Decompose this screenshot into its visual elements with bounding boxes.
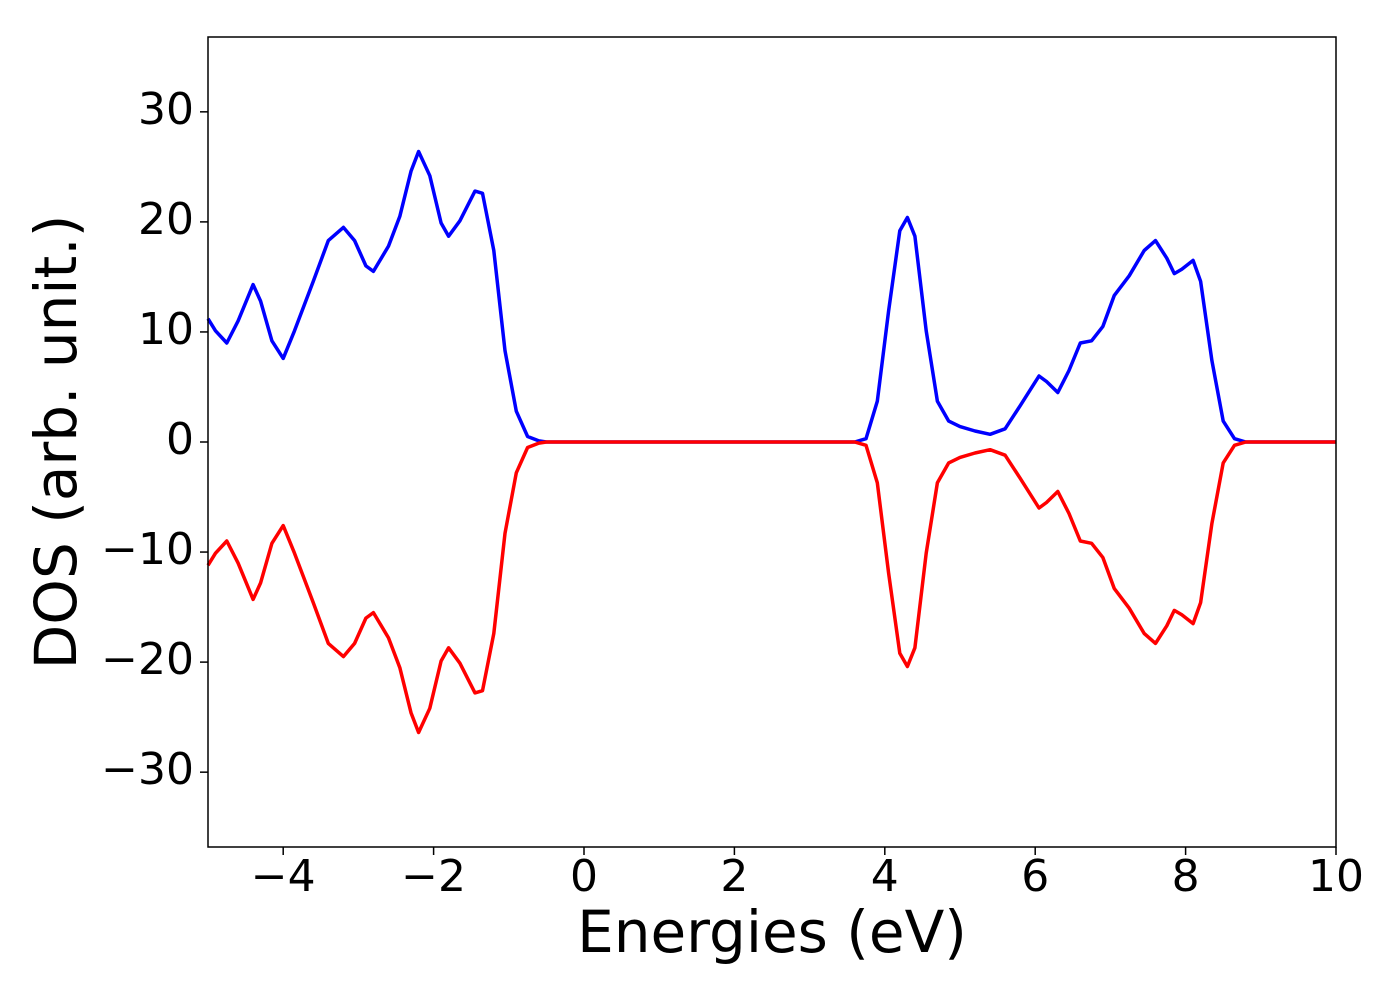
y-tick-label: −20 (101, 634, 194, 685)
x-tick-label: −4 (251, 851, 316, 902)
x-axis-label: Energies (eV) (577, 898, 967, 966)
x-tick-label: 4 (871, 851, 899, 902)
x-tick-label: 10 (1308, 851, 1364, 902)
x-tick-label: 0 (570, 851, 598, 902)
x-tick-label: 2 (720, 851, 748, 902)
line (206, 440, 1336, 735)
y-tick-label: 20 (138, 194, 194, 245)
y-tick-label: 0 (166, 414, 194, 465)
plot-frame (207, 36, 1337, 848)
line (206, 149, 1336, 444)
y-tick-label: −30 (101, 744, 194, 795)
y-tick-label: 30 (138, 84, 194, 135)
y-tick-label: −10 (101, 524, 194, 575)
y-tick-label: 10 (138, 304, 194, 355)
x-tick-label: −2 (401, 851, 466, 902)
y-axis-label: DOS (arb. unit.) (22, 215, 90, 670)
x-tick-label: 8 (1172, 851, 1200, 902)
x-tick-label: 6 (1021, 851, 1049, 902)
